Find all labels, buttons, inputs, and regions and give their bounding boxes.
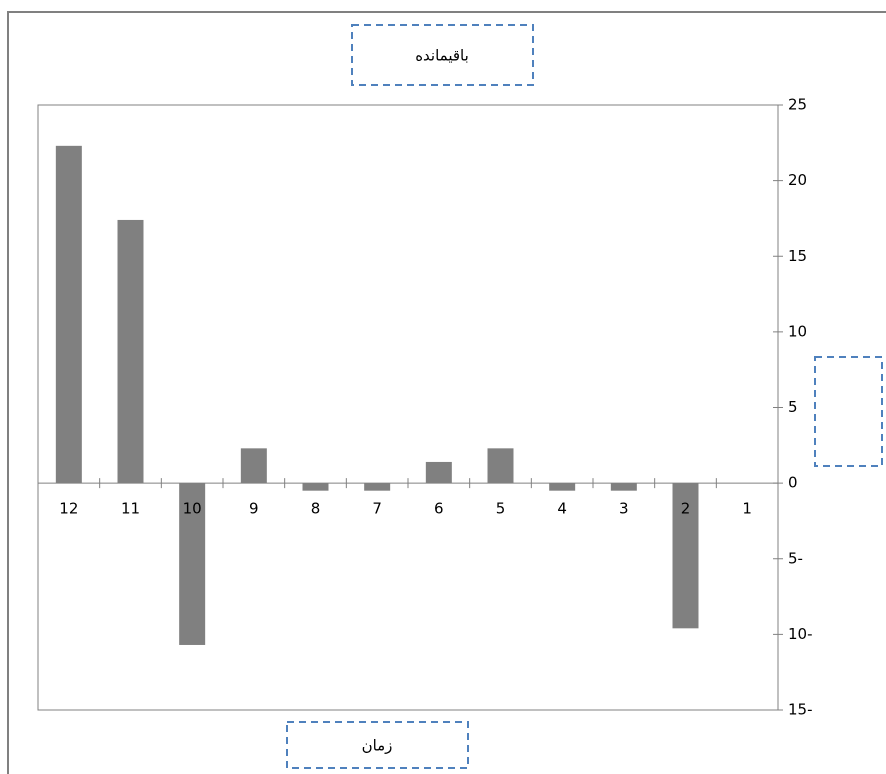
x-tick-label: 6 bbox=[434, 500, 444, 518]
x-tick-label: 7 bbox=[372, 500, 382, 518]
y-tick-label: 10- bbox=[788, 625, 813, 643]
y-tick-label: 25 bbox=[788, 96, 807, 114]
y-tick-label: 10 bbox=[788, 322, 807, 340]
x-tick-label: 12 bbox=[59, 500, 78, 518]
y-tick-label: 5 bbox=[788, 398, 798, 416]
y-tick-label: 15 bbox=[788, 247, 807, 265]
bar bbox=[549, 483, 576, 491]
bar bbox=[302, 483, 329, 491]
y-tick-label: 20 bbox=[788, 171, 807, 189]
bar bbox=[364, 483, 391, 491]
bar bbox=[179, 483, 206, 645]
title-box bbox=[351, 24, 534, 86]
bar bbox=[610, 483, 637, 491]
bar bbox=[425, 461, 452, 484]
x-tick-label: 3 bbox=[619, 500, 629, 518]
x-tick-label: 4 bbox=[557, 500, 567, 518]
x-tick-label: 10 bbox=[183, 500, 202, 518]
bar bbox=[117, 219, 144, 484]
y-tick-label: 5- bbox=[788, 549, 803, 567]
x-tick-label: 2 bbox=[681, 500, 691, 518]
bar bbox=[487, 448, 514, 484]
x-tick-label: 1 bbox=[742, 500, 752, 518]
x-tick-label: 11 bbox=[121, 500, 140, 518]
chart-title: باقیمانده bbox=[415, 47, 469, 65]
y-tick-label: 15- bbox=[788, 701, 813, 719]
bar bbox=[55, 145, 82, 484]
x-tick-label: 5 bbox=[496, 500, 506, 518]
y-tick-label: 0 bbox=[788, 474, 798, 492]
x-tick-label: 9 bbox=[249, 500, 259, 518]
x-tick-label: 8 bbox=[311, 500, 321, 518]
outer-frame bbox=[7, 11, 886, 774]
x-axis-label-box bbox=[286, 721, 469, 769]
bar bbox=[672, 483, 699, 629]
x-axis-label: زمان bbox=[362, 737, 393, 755]
bar bbox=[240, 448, 267, 484]
y-axis-label-box bbox=[814, 356, 883, 467]
plot-area bbox=[37, 104, 779, 711]
